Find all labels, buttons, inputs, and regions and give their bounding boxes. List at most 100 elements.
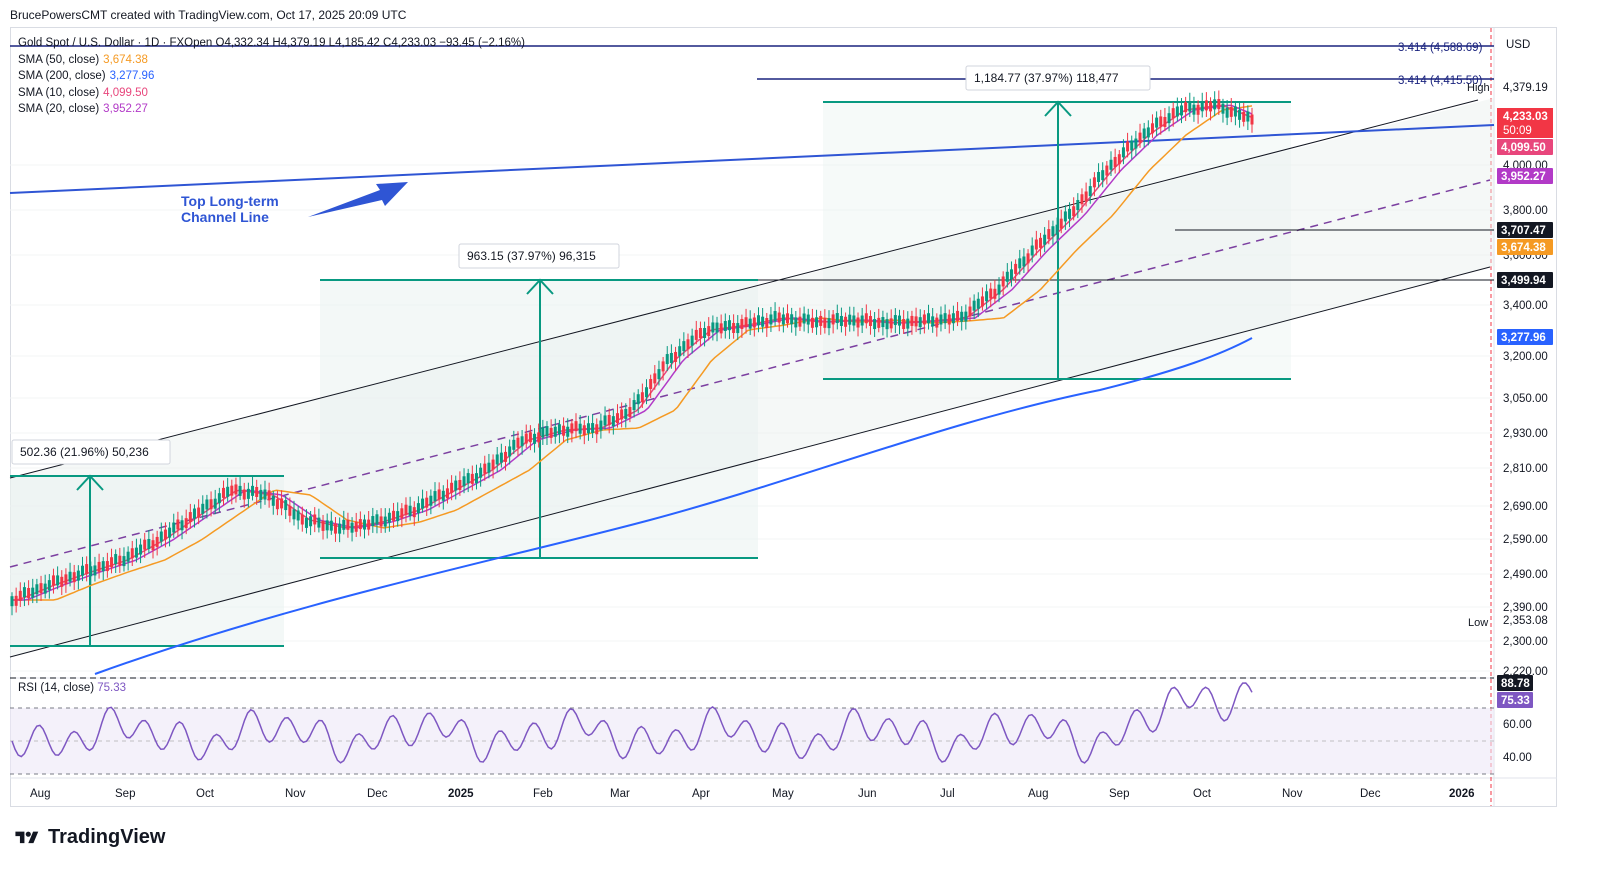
chart-frame[interactable] [10,27,1557,807]
candle-body [748,318,752,329]
candle [674,346,678,371]
candle-body [943,313,947,324]
candle [914,307,918,333]
candle [76,565,80,590]
legend-sma-200[interactable]: SMA (200, close) 3,277.96 [18,68,525,85]
candle-body [756,315,760,326]
candle-body [620,409,624,420]
candle-body [255,486,259,497]
candle-body [126,551,130,562]
candle-body [246,488,250,499]
candle [711,315,715,341]
candle-body [1047,229,1051,240]
candle [130,540,134,566]
candle-body [1009,269,1013,280]
candle [686,333,690,359]
candle [707,317,711,341]
sma-200-line [94,337,1253,675]
candle [126,546,130,571]
candle [1076,193,1080,219]
candle [902,310,906,335]
candle-body [358,519,362,530]
candle [607,408,611,434]
candle [939,306,943,332]
candle-body [1250,114,1254,125]
candle [317,508,321,533]
candle [657,360,661,386]
candle-body [1209,101,1213,112]
legend-symbol-row[interactable]: Gold Spot / U.S. Dollar · 1D · FXOpen O4… [18,35,525,52]
candle-body [300,514,304,525]
candle [35,578,39,604]
lower-channel-line [9,266,1491,658]
candle [479,463,483,487]
measure-1-label: 502.36 (21.96%) 50,236 [20,445,149,459]
candle [383,508,387,533]
rsi-value-tag: 75.33 [1501,695,1530,707]
candle-body [856,317,860,328]
candle [1097,163,1101,188]
candle-body [889,318,893,329]
candle [756,307,760,333]
candle-body [1034,239,1038,250]
candle [956,302,960,327]
candle [802,306,806,332]
candle [338,517,342,543]
candle [997,277,1001,303]
candle-body [1233,106,1237,117]
candle [470,465,474,491]
candle [935,313,939,337]
legend-sma-50[interactable]: SMA (50, close) 3,674.38 [18,52,525,69]
candle-body [1088,186,1092,197]
candle [798,307,802,332]
candle [1171,102,1175,127]
candle-body [1084,191,1088,202]
candle-body [309,516,313,527]
candle [296,505,300,530]
candle-body [375,514,379,525]
candle-body [466,473,470,484]
candle-body [105,561,109,572]
candle-body [1159,116,1163,127]
currency-label: USD [1506,39,1530,51]
candle [284,495,288,520]
candle [719,314,723,339]
rsi-legend[interactable]: RSI (14, close) 75.33 [18,682,126,694]
candle-body [139,544,143,555]
candle-body [491,459,495,470]
candle-body [1167,113,1171,124]
candle-body [201,503,205,514]
legend-sma-10[interactable]: SMA (10, close) 4,099.50 [18,85,525,102]
candle [222,480,226,506]
candle-body [951,313,955,324]
candle-body [628,407,632,418]
tradingview-logo[interactable]: TradingView [12,826,165,849]
time-axis-label: 2025 [448,788,474,800]
candle-body [280,498,284,509]
candle-body [487,462,491,473]
candle-body [1051,226,1055,237]
candle-body [1117,154,1121,165]
candle-body [632,400,636,411]
candle-body [520,436,524,447]
legend-sma-20[interactable]: SMA (20, close) 3,952.27 [18,101,525,118]
candle [1030,237,1034,263]
candle [60,570,64,596]
candle-body [939,314,943,325]
candle [1225,100,1229,126]
candle [197,499,201,525]
candle-body [396,511,400,522]
candle-body [516,437,520,448]
chart-legend: Gold Spot / U.S. Dollar · 1D · FXOpen O4… [18,35,525,118]
symbol-title[interactable]: Gold Spot / U.S. Dollar · 1D · FXOpen [18,37,213,49]
sma-label: SMA (50, close) [18,53,100,66]
candle-body [1026,253,1030,264]
candle [188,503,192,529]
candle [292,500,296,526]
candle [1229,98,1233,123]
candle [715,316,719,342]
candle [309,510,313,536]
price-tick-label: 2,490.00 [1503,569,1548,581]
candle [321,514,325,540]
